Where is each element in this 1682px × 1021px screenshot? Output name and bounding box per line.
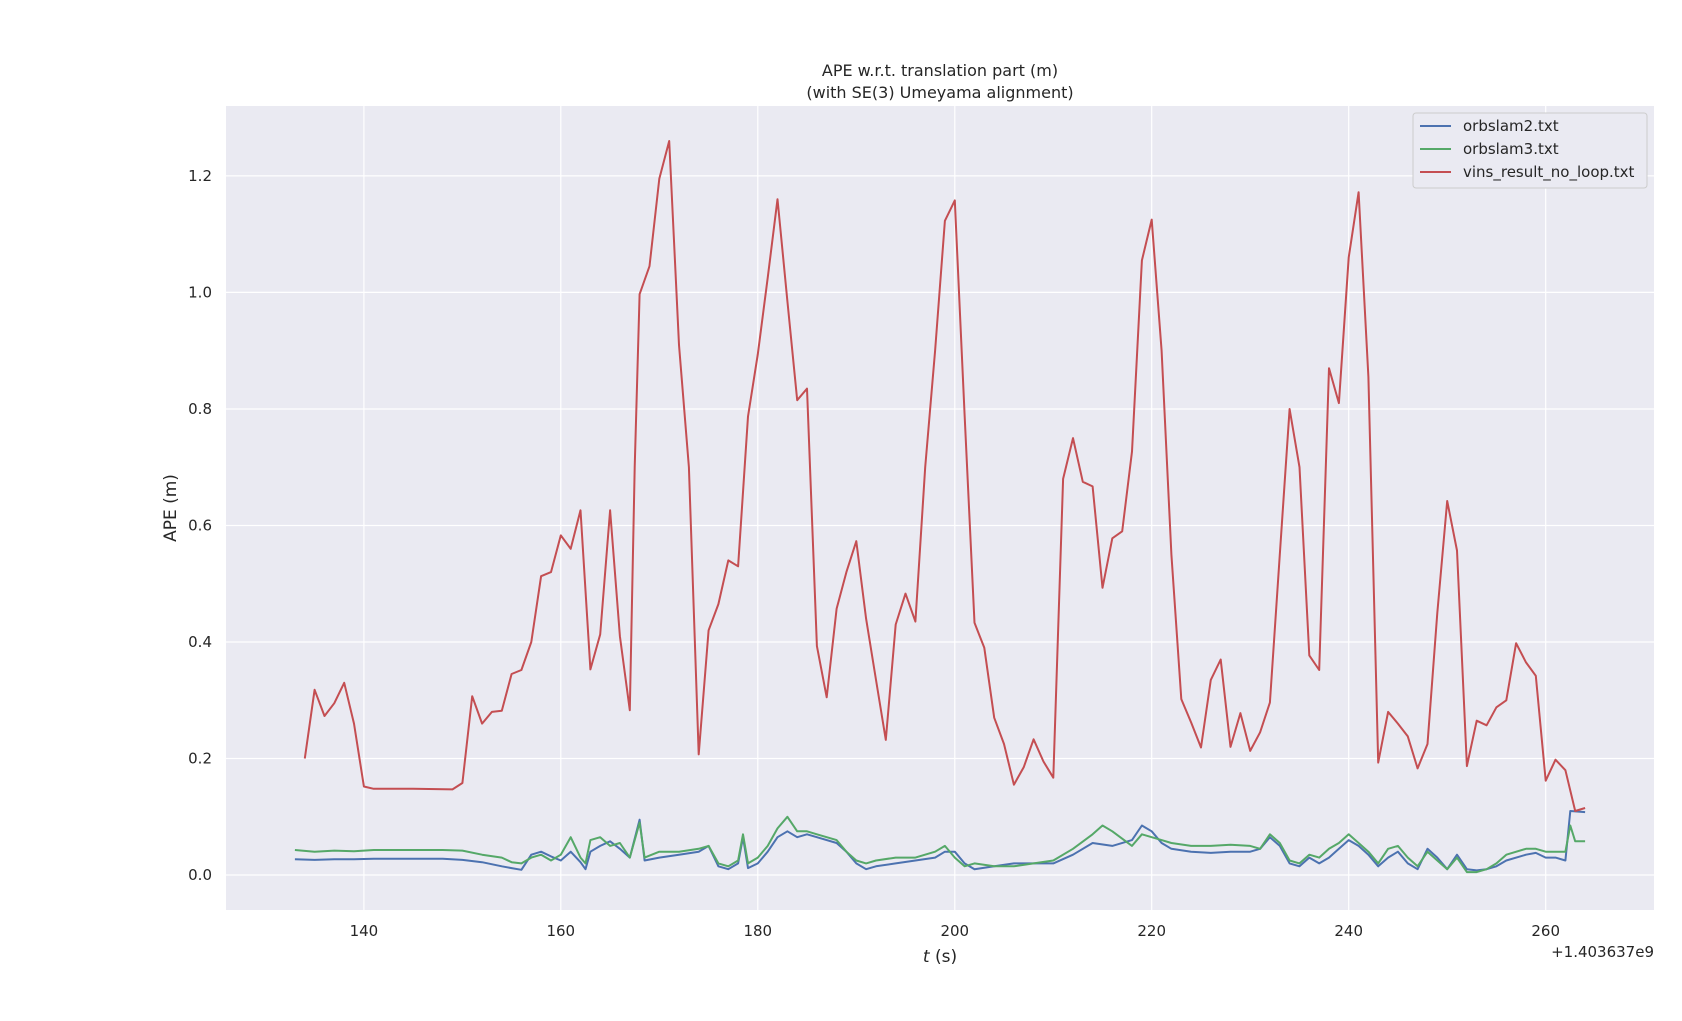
y-tick-label: 0.8 — [188, 400, 212, 418]
y-tick-label: 1.2 — [188, 167, 212, 185]
chart-subtitle: (with SE(3) Umeyama alignment) — [806, 83, 1073, 102]
x-tick-label: 140 — [350, 922, 379, 940]
x-offset-label: +1.403637e9 — [1551, 943, 1654, 961]
y-tick-label: 0.2 — [188, 750, 212, 768]
x-tick-label: 180 — [743, 922, 772, 940]
series-lines — [294, 140, 1586, 874]
x-axis-label-var: t — [923, 947, 931, 967]
grid-lines — [226, 106, 1654, 910]
series-line-vins — [303, 140, 1586, 812]
x-tick-label: 160 — [546, 922, 575, 940]
series-line-orbslam2 — [294, 810, 1586, 872]
y-tick-label: 0.4 — [188, 633, 212, 651]
series-line-orbslam3 — [294, 815, 1586, 874]
legend-label-orbslam2: orbslam2.txt — [1463, 117, 1559, 135]
chart-title: APE w.r.t. translation part (m) — [822, 61, 1058, 80]
legend-box — [1412, 112, 1648, 189]
x-tick-label: 240 — [1334, 922, 1363, 940]
legend: orbslam2.txt orbslam3.txt vins_result_no… — [1412, 112, 1648, 189]
x-tick-labels: 140 160 180 200 220 240 260 — [350, 922, 1560, 940]
legend-label-orbslam3: orbslam3.txt — [1463, 140, 1559, 158]
x-tick-label: 200 — [940, 922, 969, 940]
y-tick-labels: 0.0 0.2 0.4 0.6 0.8 1.0 1.2 — [188, 167, 212, 884]
y-tick-label: 1.0 — [188, 283, 212, 301]
y-axis-label: APE (m) — [161, 474, 181, 542]
x-tick-label: 260 — [1531, 922, 1560, 940]
x-axis-label-unit: (s) — [935, 947, 957, 967]
legend-label-vins: vins_result_no_loop.txt — [1463, 163, 1635, 182]
y-tick-label: 0.0 — [188, 866, 212, 884]
x-axis-label: t (s) — [923, 947, 957, 967]
x-tick-label: 220 — [1137, 922, 1166, 940]
y-tick-label: 0.6 — [188, 517, 212, 535]
